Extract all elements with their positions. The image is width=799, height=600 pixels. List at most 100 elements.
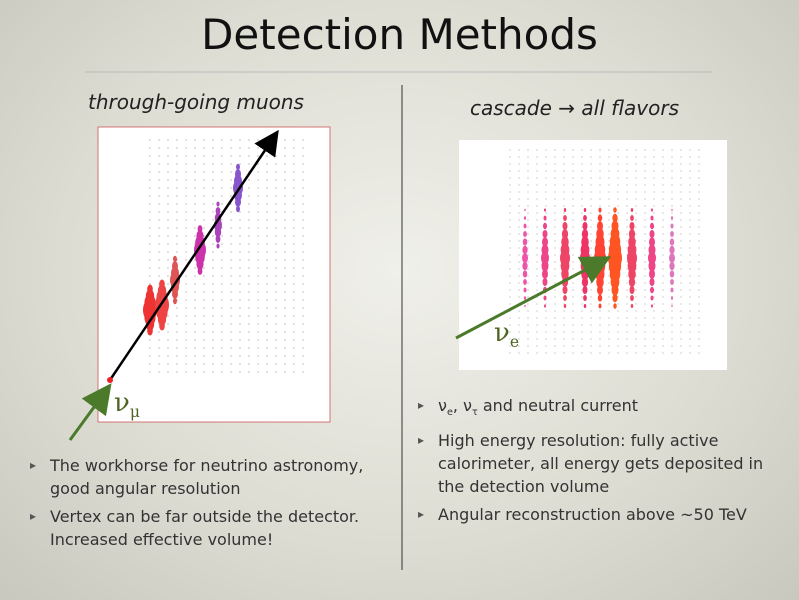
hit [689, 191, 691, 193]
hit [176, 139, 178, 141]
hit [167, 275, 169, 277]
hit [617, 338, 619, 340]
hit [230, 251, 232, 253]
hit [590, 240, 592, 242]
hit [698, 163, 700, 165]
hit [239, 251, 241, 253]
hit [617, 303, 619, 305]
hit [212, 283, 214, 285]
hit [662, 296, 664, 298]
hit [653, 345, 655, 347]
hit [644, 338, 646, 340]
hit [527, 212, 529, 214]
hit [554, 345, 556, 347]
hit [617, 177, 619, 179]
hit [147, 326, 153, 336]
hit [669, 261, 675, 271]
hit [670, 296, 674, 300]
hit [581, 229, 589, 239]
hit [635, 289, 637, 291]
hit [518, 177, 520, 179]
hit [590, 310, 592, 312]
hit [257, 243, 259, 245]
hit [629, 222, 635, 230]
hit [302, 227, 304, 229]
hit [698, 303, 700, 305]
hit [302, 251, 304, 253]
hit [644, 310, 646, 312]
hit [680, 261, 682, 263]
hit [527, 345, 529, 347]
hit [561, 229, 569, 239]
hit [698, 205, 700, 207]
hit [167, 155, 169, 157]
hit [522, 270, 528, 278]
hit [680, 163, 682, 165]
hit [509, 149, 511, 151]
hit [257, 251, 259, 253]
hit [266, 139, 268, 141]
hit [536, 219, 538, 221]
hit [239, 363, 241, 365]
hit [203, 275, 205, 277]
hit [185, 371, 187, 373]
hit [536, 331, 538, 333]
hit [590, 254, 592, 256]
hit [608, 205, 610, 207]
hit [554, 240, 556, 242]
hit [302, 291, 304, 293]
hit [613, 207, 617, 213]
hit [689, 219, 691, 221]
hit [239, 331, 241, 333]
hit [203, 347, 205, 349]
hit [536, 338, 538, 340]
hit [610, 275, 620, 289]
hit [649, 278, 655, 286]
hit [689, 303, 691, 305]
hit [518, 212, 520, 214]
hit [518, 282, 520, 284]
hit [635, 219, 637, 221]
hit [518, 338, 520, 340]
hit [635, 331, 637, 333]
hit [554, 282, 556, 284]
hit [239, 299, 241, 301]
hit [248, 259, 250, 261]
hit [230, 331, 232, 333]
hit [248, 331, 250, 333]
hit [543, 295, 547, 301]
hit [176, 347, 178, 349]
hit [145, 317, 155, 331]
hit [221, 179, 223, 181]
hit [662, 247, 664, 249]
hit [194, 139, 196, 141]
hit [221, 307, 223, 309]
hit [542, 230, 548, 238]
hit [275, 323, 277, 325]
hit [671, 331, 673, 333]
hit [284, 139, 286, 141]
hit [698, 338, 700, 340]
hit [293, 299, 295, 301]
hit [158, 139, 160, 141]
hit [689, 184, 691, 186]
hit [230, 339, 232, 341]
hit [194, 163, 196, 165]
hit [536, 261, 538, 263]
hit [644, 303, 646, 305]
hit [572, 296, 574, 298]
hit [266, 347, 268, 349]
hit [572, 198, 574, 200]
hit [230, 355, 232, 357]
hit [626, 149, 628, 151]
hit [583, 215, 587, 221]
hit [284, 211, 286, 213]
hit [635, 177, 637, 179]
bullet: Angular reconstruction above ~50 TeV [418, 503, 788, 526]
hit [266, 179, 268, 181]
hit [626, 184, 628, 186]
hit [563, 215, 567, 221]
hit [671, 177, 673, 179]
hit [185, 187, 187, 189]
